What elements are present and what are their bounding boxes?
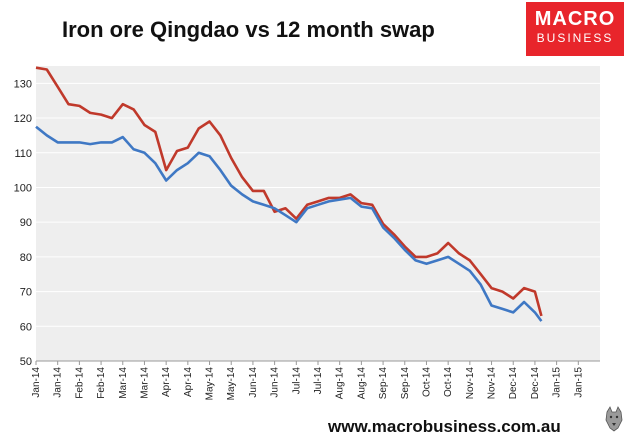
- x-tick-label: Mar-14: [118, 367, 129, 399]
- y-tick-label: 70: [20, 287, 32, 299]
- x-tick-label: Apr-14: [161, 367, 172, 397]
- footer-website-url: www.macrobusiness.com.au: [328, 417, 561, 436]
- y-tick-label: 50: [20, 356, 32, 368]
- x-tick-label: Sep-14: [378, 367, 389, 400]
- x-tick-label: Jul-14: [291, 367, 302, 395]
- series-line-1: [35, 66, 543, 317]
- x-tick-label: Dec-14: [508, 367, 519, 400]
- y-tick-label: 60: [20, 321, 32, 333]
- x-tick-label: Jan-15: [573, 367, 584, 398]
- x-tick-label: Mar-14: [139, 367, 150, 399]
- series-line-2: [35, 125, 543, 322]
- y-tick-label: 120: [14, 113, 32, 125]
- x-tick-label: Oct-14: [421, 367, 432, 397]
- y-tick-label: 90: [20, 217, 32, 229]
- x-axis-ticks: Jan-14 Jan-14 Feb-14 Feb-14 Mar-14 Mar-14 Apr-…: [31, 361, 584, 400]
- x-tick-label: Dec-14: [530, 367, 541, 400]
- x-tick-label: Aug-14: [335, 367, 346, 400]
- plot-area: [36, 66, 600, 361]
- chart-title: Iron ore Qingdao vs 12 month swap: [62, 17, 435, 42]
- y-axis-ticks: 50 60 70 80 90 100 110 120 130: [14, 78, 32, 368]
- y-tick-label: 80: [20, 252, 32, 264]
- x-tick-label: Oct-14: [443, 367, 454, 397]
- y-tick-label: 110: [14, 148, 32, 160]
- macrobusiness-logo: MACRO BUSINESS: [526, 2, 624, 56]
- x-tick-label: Nov-14: [487, 367, 498, 400]
- x-tick-label: Jun-14: [270, 367, 281, 398]
- x-tick-label: Aug-14: [356, 367, 367, 400]
- x-tick-label: Jan-15: [552, 367, 563, 398]
- x-tick-label: Jan-14: [31, 367, 42, 398]
- x-tick-label: Nov-14: [465, 367, 476, 400]
- y-tick-label: 130: [14, 78, 32, 90]
- wolf-icon: [605, 406, 623, 432]
- x-tick-label: May-14: [205, 367, 216, 401]
- logo-line-2: BUSINESS: [536, 31, 614, 45]
- gridlines: [36, 82, 600, 362]
- y-tick-label: 100: [14, 182, 32, 194]
- x-tick-label: Apr-14: [183, 367, 194, 397]
- logo-line-1: MACRO: [534, 8, 616, 30]
- x-tick-label: Feb-14: [96, 367, 107, 399]
- x-tick-label: Sep-14: [400, 367, 411, 400]
- x-tick-label: Feb-14: [74, 367, 85, 399]
- x-tick-label: Jun-14: [248, 367, 259, 398]
- x-tick-label: Jan-14: [53, 367, 64, 398]
- x-tick-label: Jul-14: [313, 367, 324, 395]
- x-tick-label: May-14: [226, 367, 237, 401]
- series-lines: [35, 66, 543, 322]
